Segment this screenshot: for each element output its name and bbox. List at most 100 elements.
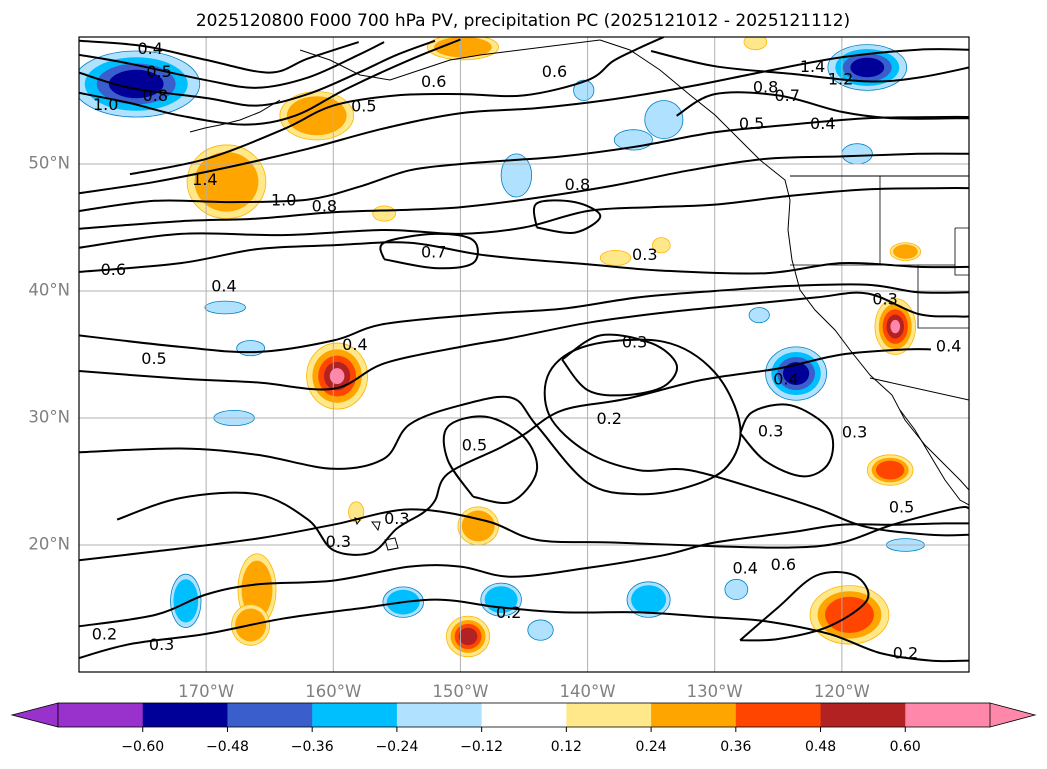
latitude-tick-labels: 20°N 30°N 40°N 50°N <box>28 154 70 554</box>
contour-label: 0.7 <box>774 86 799 105</box>
precip-fill-pos-3 <box>875 460 905 480</box>
lat-tick-label: 20°N <box>28 535 70 554</box>
precip-fill-neg-1 <box>573 79 595 101</box>
precip-blob-9 <box>446 615 491 658</box>
contour-label: 0.4 <box>342 335 367 354</box>
contour-label: 0.2 <box>893 644 918 663</box>
contour-label: 0.2 <box>92 625 117 644</box>
precip-blob-20 <box>743 37 768 51</box>
pv-contour-16 <box>79 152 969 230</box>
contour-label: 1.2 <box>828 70 853 89</box>
contour-label: 0.3 <box>758 421 783 440</box>
contour-label: 0.3 <box>872 289 897 308</box>
contour-label: 0.8 <box>143 86 168 105</box>
precip-fill-pos-5 <box>329 368 345 385</box>
pv-contour-19 <box>79 48 969 195</box>
pv-contour-17 <box>532 199 602 234</box>
precip-blob-32 <box>236 340 266 357</box>
pv-contour-24 <box>650 50 969 83</box>
lon-tick-label: 170°W <box>178 682 234 701</box>
precip-blob-36 <box>573 79 595 101</box>
precip-blob-37 <box>500 153 533 198</box>
lon-tick-label: 130°W <box>687 682 743 701</box>
colorbar-segment <box>58 703 144 727</box>
coastline-alaska <box>299 39 601 81</box>
contour-label: 1.0 <box>93 95 118 114</box>
precip-blob-38 <box>841 143 873 165</box>
precip-fill-pos-4 <box>458 627 478 646</box>
colorbar-segment <box>735 703 822 727</box>
colorbar-tick-label: 0.60 <box>890 739 921 755</box>
lat-tick-label: 50°N <box>28 154 70 173</box>
precip-fill-neg-2 <box>173 579 199 623</box>
aleutian-islands <box>189 99 281 133</box>
pv-contour-1 <box>79 338 969 537</box>
contour-label: 0.5 <box>462 435 487 454</box>
colorbar-tick-label: −0.36 <box>291 739 334 755</box>
precip-fill-neg-1 <box>204 300 246 315</box>
colorbar-segment <box>481 703 567 727</box>
pv-contour-11 <box>79 505 969 562</box>
precip-fill-pos-2 <box>194 151 259 212</box>
pv-contour-15 <box>379 232 479 270</box>
pv-contour-7 <box>79 291 969 391</box>
lat-tick-label: 30°N <box>28 408 70 427</box>
precip-fill-neg-4 <box>782 362 810 386</box>
contour-label: 0.7 <box>421 242 446 261</box>
pv-contour-4 <box>116 348 931 556</box>
contour-label: 0.6 <box>101 260 126 279</box>
precip-blob-28 <box>724 578 749 601</box>
colorbar-tick-label: −0.48 <box>206 739 249 755</box>
precip-fill-pos-2 <box>241 560 273 619</box>
contour-label: 0.5 <box>351 96 376 115</box>
contour-label: 0.3 <box>632 245 657 264</box>
colorbar: −0.60 −0.48 −0.36 −0.24 −0.12 0.12 0.24 0.36 0.4… <box>10 702 1037 755</box>
border-states <box>790 176 969 329</box>
precip-blob-16 <box>652 237 671 254</box>
precip-blob-18 <box>372 205 396 222</box>
precip-blob-31 <box>204 300 246 315</box>
contour-label: 0.8 <box>312 197 337 216</box>
contour-label: 0.3 <box>326 532 351 551</box>
precip-fill-pos-2 <box>434 37 492 58</box>
pv-contour-22 <box>79 39 436 107</box>
coastline-baja <box>899 409 969 506</box>
pv-contour-13 <box>129 37 665 176</box>
colorbar-segment <box>396 703 483 727</box>
precip-fill-neg-1 <box>644 100 684 139</box>
colorbar-segment <box>905 703 991 727</box>
contour-label: 0.5 <box>141 349 166 368</box>
contour-label: 0.4 <box>211 277 236 296</box>
precip-fill-pos-2 <box>893 244 918 259</box>
pv-contour-12 <box>79 241 969 275</box>
pv-contours <box>79 37 969 663</box>
longitude-tick-labels: 170°W 160°W 150°W 140°W 130°W 120°W <box>178 682 870 701</box>
pv-contour-5 <box>739 403 835 478</box>
colorbar-segment <box>651 703 737 727</box>
map-background <box>79 37 969 672</box>
lon-tick-label: 150°W <box>432 682 488 701</box>
contour-label: 0.5 <box>146 62 171 81</box>
pv-contour-20 <box>79 39 360 74</box>
colorbar-extend-min <box>10 702 59 728</box>
precip-fill-neg-1 <box>236 340 266 357</box>
pv-contour-10 <box>442 415 539 504</box>
precip-blob-1 <box>79 50 201 118</box>
colorbar-tick-label: 0.24 <box>636 739 667 755</box>
contour-label: 1.4 <box>192 170 217 189</box>
pv-contour-18 <box>79 115 969 212</box>
map-frame <box>78 36 970 673</box>
precip-fill-neg-1 <box>527 619 554 641</box>
border-us-mexico <box>869 377 969 401</box>
colorbar-segment <box>566 703 652 727</box>
pv-contour-3 <box>79 522 969 628</box>
precip-fill-pos-1 <box>372 205 396 222</box>
colorbar-tick-label: −0.60 <box>121 739 164 755</box>
precip-fill-neg-1 <box>500 153 533 198</box>
colorbar-tick-label: 0.48 <box>805 739 836 755</box>
precip-blob-26 <box>626 581 671 618</box>
contour-label: 0.8 <box>753 77 778 96</box>
contour-label: 0.4 <box>137 39 162 58</box>
precip-fill-neg-1 <box>748 307 770 324</box>
